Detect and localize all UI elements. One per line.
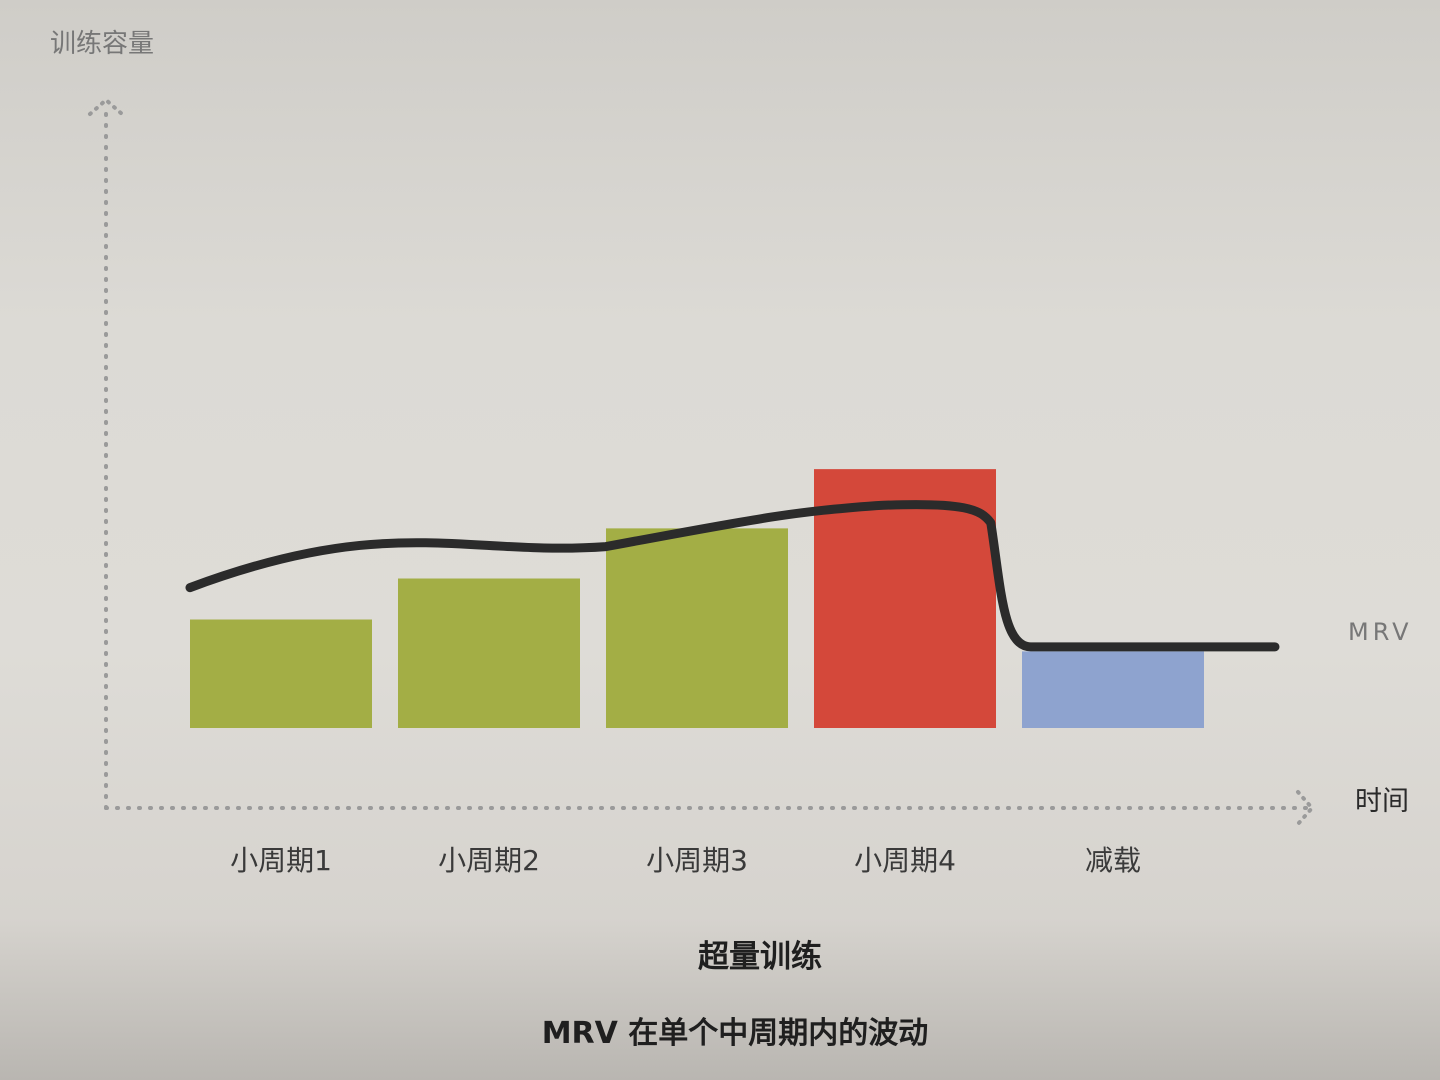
y-axis-label: 训练容量 <box>50 29 154 59</box>
y-axis-arrow <box>88 97 124 116</box>
category-label-2: 小周期2 <box>438 844 540 877</box>
category-label-1: 小周期1 <box>230 844 332 877</box>
category-labels: 小周期1 小周期2 小周期3 小周期4 减载 <box>230 844 1141 877</box>
chart-title: 超量训练 <box>698 939 822 975</box>
bars <box>190 469 1204 728</box>
labels: 训练容量 时间 MRV 超量训练 MRV 在单个中周期内的波动 <box>50 29 1413 1051</box>
category-label-3: 小周期3 <box>646 844 748 877</box>
x-axis-label: 时间 <box>1355 786 1409 817</box>
chart-caption: MRV 在单个中周期内的波动 <box>542 1016 929 1051</box>
category-label-5: 减载 <box>1085 844 1141 877</box>
axes <box>88 97 1315 826</box>
bar-5 <box>1022 651 1204 728</box>
x-axis-arrow <box>1296 790 1315 826</box>
bar-1 <box>190 619 372 728</box>
bar-3 <box>606 528 788 728</box>
trend-line-group <box>185 500 1280 652</box>
bar-2 <box>398 578 580 728</box>
category-label-4: 小周期4 <box>854 844 956 877</box>
trend-line <box>185 500 1280 652</box>
mrv-label: MRV <box>1348 618 1413 646</box>
